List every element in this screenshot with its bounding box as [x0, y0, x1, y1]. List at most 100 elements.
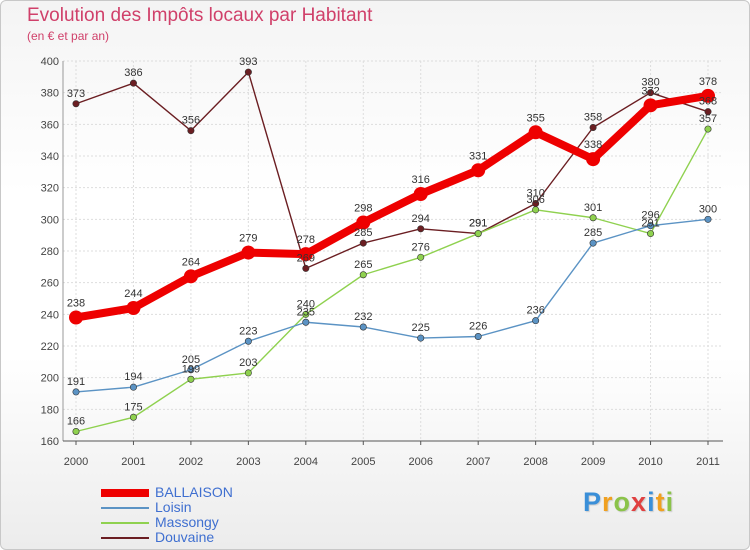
- data-label-ballaison: 244: [124, 288, 142, 300]
- x-tick-label: 2006: [408, 456, 432, 468]
- data-label-douvaine: 358: [584, 112, 602, 124]
- logo-letter: o: [613, 487, 632, 517]
- data-label-massongy: 199: [182, 363, 200, 375]
- data-label-ballaison: 331: [469, 150, 487, 162]
- proxiti-logo: Proxiti: [583, 487, 674, 518]
- legend-label-douvaine: Douvaine: [155, 529, 215, 545]
- logo-letter: i: [665, 487, 675, 517]
- x-tick-label: 2010: [638, 456, 662, 468]
- data-label-douvaine: 393: [239, 56, 257, 68]
- x-tick-label: 2002: [179, 456, 203, 468]
- legend-label-ballaison: BALLAISON: [155, 484, 233, 500]
- x-tick-label: 2003: [236, 456, 260, 468]
- data-label-loisin: 223: [239, 325, 257, 337]
- data-point-loisin: [187, 366, 195, 374]
- data-label-ballaison: 338: [584, 139, 602, 151]
- data-point-massongy: [417, 253, 425, 261]
- data-point-massongy: [532, 206, 540, 214]
- data-label-loisin: 300: [699, 203, 717, 215]
- data-point-massongy: [359, 271, 367, 279]
- data-label-loisin: 235: [297, 306, 315, 318]
- data-label-loisin: 225: [412, 322, 430, 334]
- y-tick-label: 220: [41, 341, 59, 353]
- data-point-massongy: [589, 214, 597, 222]
- logo-letter: t: [655, 487, 666, 517]
- data-label-ballaison: 264: [182, 256, 200, 268]
- data-point-ballaison: [586, 152, 601, 167]
- data-point-loisin: [589, 239, 597, 247]
- data-label-douvaine: 373: [67, 88, 85, 100]
- data-point-loisin: [474, 332, 482, 340]
- y-tick-label: 240: [41, 309, 59, 321]
- data-label-douvaine: 356: [182, 115, 200, 127]
- y-tick-label: 200: [41, 373, 59, 385]
- data-label-massongy: 291: [469, 218, 487, 230]
- data-point-ballaison: [298, 247, 313, 262]
- data-label-loisin: 296: [641, 210, 659, 222]
- data-label-douvaine: 310: [526, 188, 544, 200]
- label-layer: 373 386 356 393 269 285 294 291 310 358 380 368 166 1…: [67, 56, 717, 427]
- data-point-ballaison: [643, 98, 658, 113]
- y-tick-label: 320: [41, 183, 59, 195]
- data-point-ballaison: [126, 301, 141, 315]
- data-point-loisin: [532, 317, 540, 325]
- data-point-douvaine: [187, 127, 195, 135]
- data-point-douvaine: [72, 100, 80, 108]
- data-label-massongy: 357: [699, 113, 717, 125]
- chart-subtitle: (en € et par an): [27, 29, 110, 43]
- data-point-ballaison: [471, 163, 486, 178]
- x-tick-label: 2007: [466, 456, 490, 468]
- data-point-douvaine: [359, 239, 367, 247]
- x-tick-label: 2009: [581, 456, 605, 468]
- data-label-loisin: 226: [469, 321, 487, 333]
- logo-letter: i: [647, 487, 656, 517]
- data-point-loisin: [417, 334, 425, 342]
- y-tick-label: 160: [41, 436, 59, 448]
- data-label-ballaison: 355: [526, 112, 544, 124]
- data-label-douvaine: 285: [354, 227, 372, 239]
- x-tick-label: 2005: [351, 456, 375, 468]
- grid-layer: [63, 60, 723, 442]
- logo-letter: P: [583, 487, 603, 517]
- y-tick-label: 180: [41, 404, 59, 416]
- legend-swatch-massongy: [101, 522, 149, 524]
- data-label-ballaison: 279: [239, 233, 257, 245]
- legend-swatch-ballaison: [101, 489, 149, 497]
- data-point-loisin: [647, 222, 655, 230]
- data-label-ballaison: 316: [412, 174, 430, 186]
- data-label-massongy: 175: [124, 401, 142, 413]
- series-line-ballaison: [72, 91, 712, 322]
- series-line-massongy: [75, 128, 709, 433]
- chart-title: Evolution des Impôts locaux par Habitant: [27, 5, 373, 26]
- data-point-ballaison: [241, 245, 256, 260]
- data-label-loisin: 191: [67, 376, 85, 388]
- data-point-loisin: [704, 215, 712, 223]
- data-point-douvaine: [129, 79, 137, 87]
- data-point-loisin: [244, 337, 252, 345]
- y-tick-label: 260: [41, 278, 59, 290]
- data-label-loisin: 205: [182, 354, 200, 366]
- data-point-loisin: [72, 388, 80, 396]
- series-line-loisin: [75, 218, 709, 393]
- x-tick-label: 2008: [523, 456, 547, 468]
- y-tick-label: 280: [41, 246, 59, 258]
- data-point-douvaine: [647, 89, 655, 97]
- data-label-massongy: 166: [67, 416, 85, 428]
- data-point-massongy: [129, 413, 137, 421]
- data-label-massongy: 276: [412, 241, 430, 253]
- data-label-douvaine: 269: [297, 252, 315, 264]
- data-label-douvaine: 380: [641, 77, 659, 89]
- logo-letter: r: [602, 487, 614, 517]
- data-point-massongy: [704, 125, 712, 133]
- data-point-loisin: [359, 323, 367, 331]
- data-point-massongy: [244, 369, 252, 377]
- data-label-ballaison: 278: [297, 234, 315, 246]
- data-point-douvaine: [244, 68, 252, 76]
- legend-label-massongy: Massongy: [155, 514, 219, 530]
- y-tick-label: 400: [41, 56, 59, 68]
- data-label-loisin: 232: [354, 311, 372, 323]
- y-tick-label: 360: [41, 119, 59, 131]
- data-label-douvaine: 291: [469, 218, 487, 230]
- x-tick-label: 2000: [64, 456, 88, 468]
